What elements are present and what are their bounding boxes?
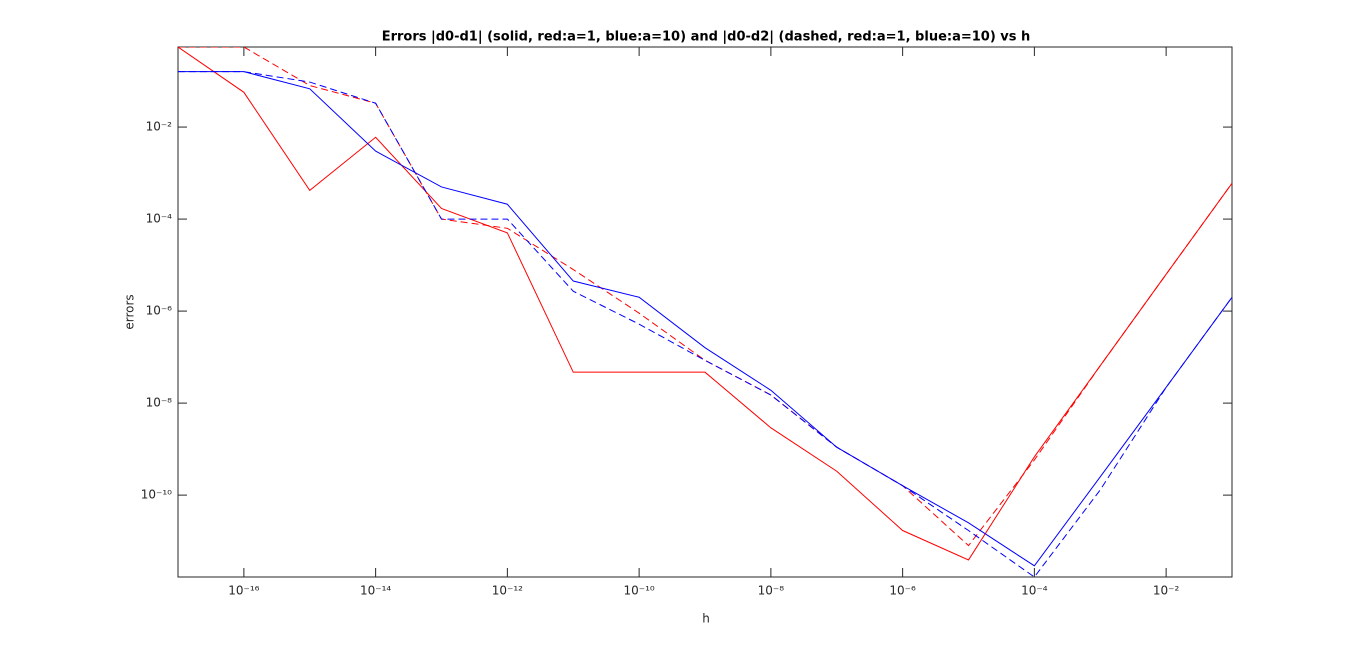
x-tick-label: 10⁻¹⁰ xyxy=(624,584,655,598)
x-tick-label: 10⁻¹⁶ xyxy=(228,584,259,598)
y-tick-label: 10⁻⁶ xyxy=(146,304,173,318)
series-line xyxy=(178,47,1232,547)
series-line xyxy=(178,71,1232,567)
y-tick-label: 10⁻² xyxy=(146,120,173,134)
x-tick-label: 10⁻¹⁴ xyxy=(360,584,391,598)
x-axis-label: h xyxy=(702,612,710,626)
axes-box xyxy=(177,46,1233,578)
x-tick-label: 10⁻⁸ xyxy=(758,584,785,598)
series-line xyxy=(178,71,1232,577)
series-line xyxy=(178,47,1232,561)
y-tick-label: 10⁻⁸ xyxy=(146,396,173,410)
y-tick-label: 10⁻¹⁰ xyxy=(141,488,172,502)
x-tick-label: 10⁻⁶ xyxy=(889,584,916,598)
x-tick-label: 10⁻⁴ xyxy=(1021,584,1048,598)
x-tick-label: 10⁻¹² xyxy=(492,584,523,598)
y-axis-label: errors xyxy=(123,294,137,329)
chart-title: Errors |d0-d1| (solid, red:a=1, blue:a=1… xyxy=(382,30,1031,45)
y-tick-label: 10⁻⁴ xyxy=(146,212,173,226)
x-tick-label: 10⁻² xyxy=(1153,584,1180,598)
